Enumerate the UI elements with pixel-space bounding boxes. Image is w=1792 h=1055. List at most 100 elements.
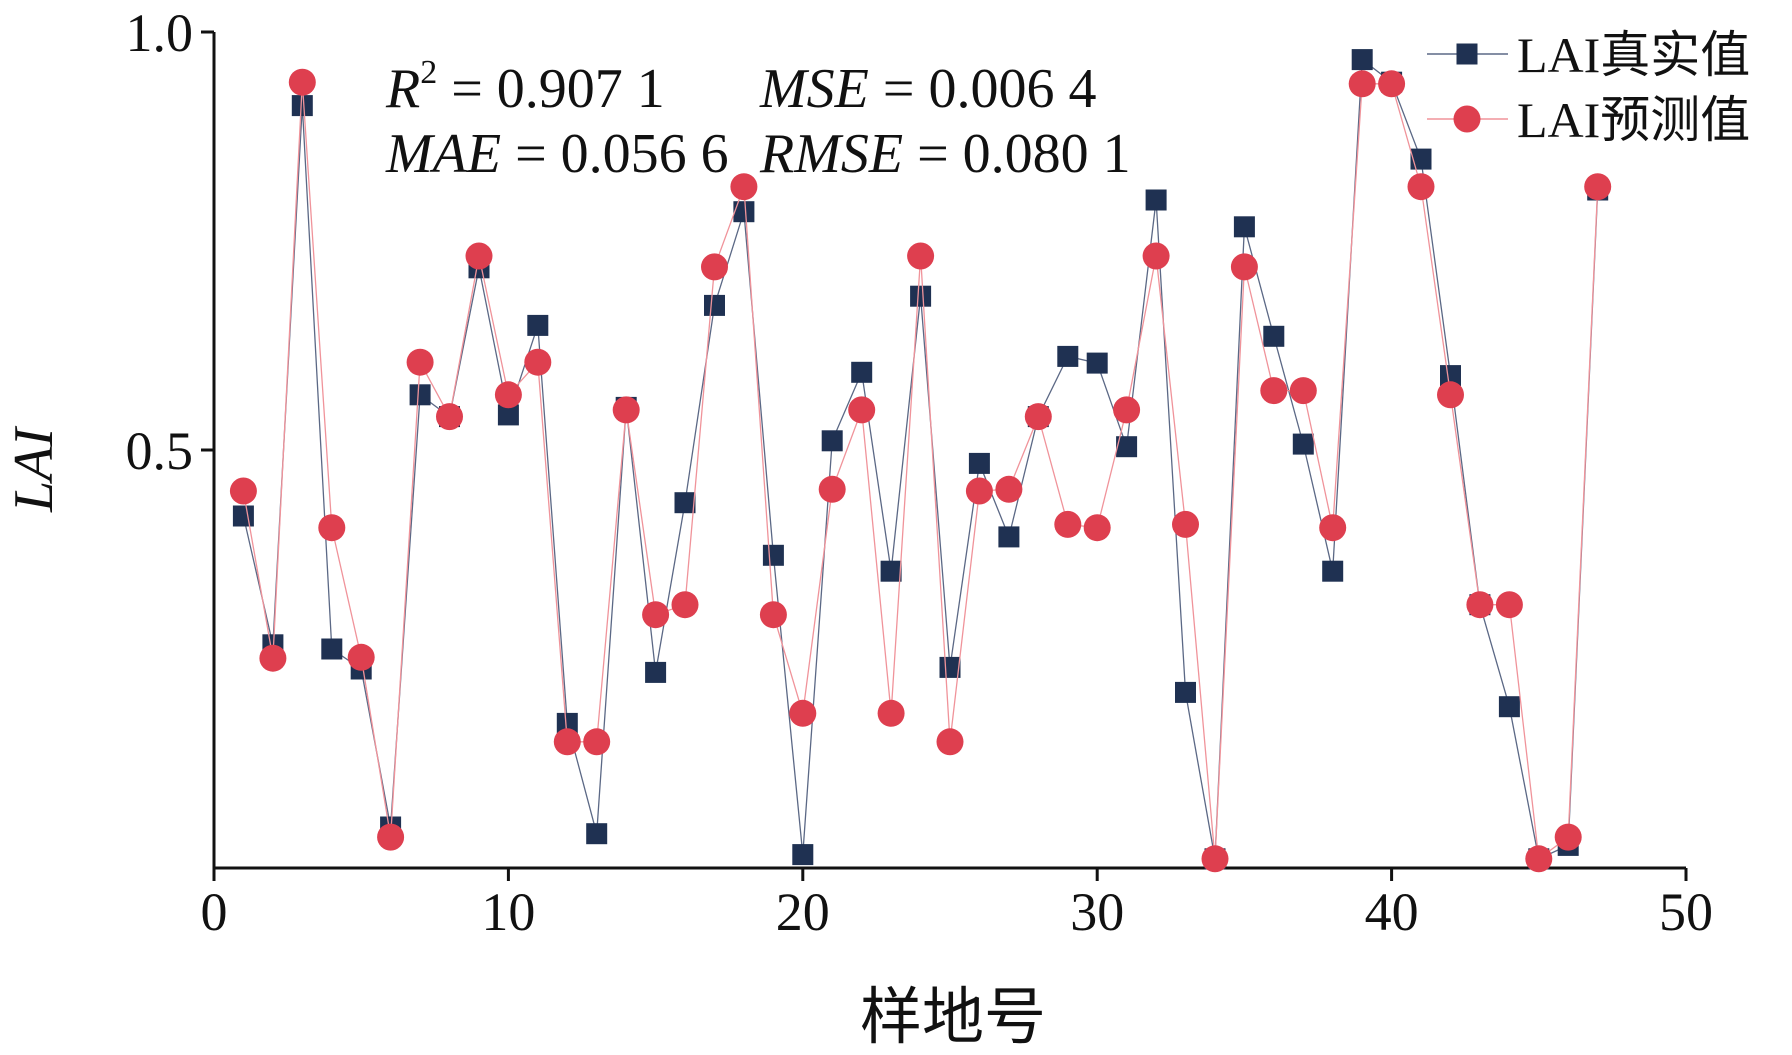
- marker-predicted-6: [377, 823, 405, 851]
- legend-item-predicted: LAI预测值: [1427, 92, 1750, 148]
- marker-true-41: [1410, 148, 1432, 170]
- marker-true-13: [586, 823, 608, 845]
- marker-predicted-14: [612, 396, 640, 424]
- marker-predicted-1: [229, 477, 257, 505]
- marker-true-44: [1498, 696, 1520, 718]
- marker-true-37: [1292, 433, 1314, 455]
- marker-predicted-21: [818, 475, 846, 503]
- marker-predicted-4: [318, 514, 346, 542]
- marker-true-35: [1233, 216, 1255, 238]
- marker-predicted-11: [524, 348, 552, 376]
- marker-predicted-22: [848, 396, 876, 424]
- x-tick-label-3: 30: [1070, 882, 1124, 942]
- annotation-r2-value: = 0.907 1: [451, 58, 665, 120]
- marker-true-21: [821, 430, 843, 452]
- marker-predicted-37: [1289, 377, 1317, 405]
- annotation-mse: MSE = 0.006 4: [759, 58, 1096, 120]
- marker-predicted-39: [1348, 70, 1376, 98]
- y-tick-label-1: 1.0: [126, 3, 194, 63]
- marker-true-1: [232, 505, 254, 527]
- annotation-mae-value: = 0.056 6: [515, 123, 729, 185]
- marker-true-39: [1351, 49, 1373, 71]
- marker-true-10: [497, 404, 519, 426]
- marker-predicted-31: [1113, 396, 1141, 424]
- marker-true-30: [1086, 352, 1108, 374]
- marker-predicted-20: [789, 699, 817, 727]
- legend-item-true: LAI真实值: [1427, 27, 1750, 83]
- marker-predicted-15: [642, 601, 670, 629]
- marker-true-32: [1145, 189, 1167, 211]
- marker-true-42: [1440, 365, 1461, 387]
- marker-true-23: [880, 560, 902, 582]
- marker-predicted-23: [877, 699, 905, 727]
- marker-true-22: [851, 361, 873, 383]
- marker-true-33: [1175, 681, 1196, 703]
- x-tick-label-1: 10: [481, 882, 535, 942]
- marker-predicted-46: [1554, 823, 1582, 851]
- marker-predicted-29: [1054, 510, 1082, 538]
- marker-true-26: [968, 452, 990, 474]
- annotation-mse-value: = 0.006 4: [883, 58, 1097, 120]
- marker-true-16: [674, 492, 696, 514]
- legend: LAI真实值 LAI预测值: [1427, 27, 1750, 148]
- marker-predicted-42: [1437, 381, 1464, 409]
- axes: 0 10 20 30 40 50 0.5 1.0: [126, 3, 1714, 942]
- marker-predicted-36: [1260, 377, 1288, 405]
- marker-true-38: [1322, 560, 1344, 582]
- marker-true-17: [704, 294, 725, 316]
- annotation-rmse-value: = 0.080 1: [917, 123, 1131, 185]
- marker-true-15: [645, 661, 667, 683]
- marker-predicted-5: [347, 643, 375, 671]
- legend-marker-square: [1456, 43, 1478, 65]
- marker-true-4: [321, 638, 343, 660]
- marker-predicted-18: [730, 173, 758, 201]
- marker-predicted-47: [1584, 173, 1612, 201]
- x-tick-label-5: 50: [1659, 882, 1713, 942]
- marker-predicted-26: [965, 477, 993, 505]
- marker-true-18: [733, 201, 755, 223]
- x-tick-label-0: 0: [201, 882, 228, 942]
- annotation-mae-label: MAE: [385, 123, 501, 185]
- marker-true-31: [1116, 436, 1138, 458]
- marker-true-11: [527, 314, 549, 336]
- marker-predicted-7: [406, 348, 434, 376]
- marker-predicted-44: [1495, 591, 1523, 619]
- marker-predicted-25: [936, 728, 964, 756]
- series-layer: [229, 49, 1612, 873]
- marker-predicted-28: [1024, 403, 1052, 431]
- marker-predicted-33: [1172, 510, 1199, 538]
- marker-predicted-32: [1142, 242, 1170, 270]
- marker-predicted-3: [288, 68, 316, 96]
- annotation-mae: MAE = 0.056 6: [385, 123, 729, 185]
- annotation-r2-superscript: 2: [420, 54, 437, 91]
- marker-predicted-17: [701, 253, 728, 281]
- y-axis-title: LAI: [3, 426, 65, 513]
- x-tick-label-4: 40: [1365, 882, 1419, 942]
- legend-label-predicted: LAI预测值: [1517, 92, 1750, 148]
- marker-true-20: [792, 844, 814, 866]
- marker-predicted-45: [1525, 845, 1553, 873]
- marker-true-27: [998, 526, 1020, 548]
- marker-predicted-10: [494, 381, 522, 409]
- annotation-rmse: RMSE = 0.080 1: [759, 123, 1131, 185]
- marker-true-7: [409, 384, 431, 406]
- marker-true-12: [556, 712, 578, 734]
- annotation-rmse-label: RMSE: [759, 123, 903, 185]
- marker-true-36: [1263, 325, 1285, 347]
- x-tick-label-2: 20: [776, 882, 830, 942]
- marker-predicted-34: [1201, 845, 1229, 873]
- marker-predicted-27: [995, 475, 1023, 503]
- x-axis-title: 样地号: [860, 984, 1046, 1052]
- series-line-predicted: [242, 82, 1599, 860]
- marker-predicted-9: [465, 242, 493, 270]
- legend-label-true: LAI真实值: [1517, 27, 1750, 83]
- marker-true-29: [1057, 345, 1079, 367]
- marker-predicted-13: [583, 728, 611, 756]
- marker-true-19: [762, 544, 784, 566]
- marker-predicted-8: [436, 403, 463, 431]
- marker-predicted-40: [1378, 70, 1406, 98]
- marker-predicted-2: [259, 644, 287, 672]
- annotation-r2: R2 = 0.907 1: [385, 54, 665, 120]
- y-tick-label-0: 0.5: [126, 421, 194, 481]
